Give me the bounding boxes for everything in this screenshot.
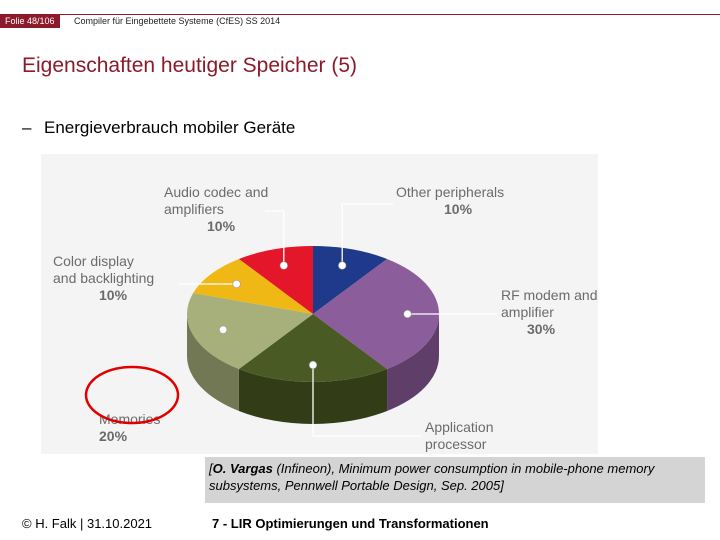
bullet-item: – Energieverbrauch mobiler Geräte (22, 118, 295, 138)
citation-box: [O. Vargas (Infineon), Minimum power con… (205, 457, 705, 503)
slice-label-0: Other peripherals (396, 184, 504, 200)
slice-label-5: Audio codec and (164, 184, 268, 200)
slice-value-5: 10% (207, 218, 236, 234)
slice-label-2: processor (425, 436, 487, 452)
pie-marker-2 (308, 360, 318, 370)
pie-slice-1 (313, 258, 439, 370)
pie-marker-3 (219, 325, 228, 334)
pie-slice-0 (313, 246, 388, 314)
slice-label-1: RF modem and (501, 287, 597, 303)
leader-line-2 (312, 365, 421, 437)
slide-number: Folie 48/106 (0, 14, 60, 28)
slice-label-1: amplifier (501, 304, 554, 320)
slice-value-3: 20% (99, 428, 128, 444)
leader-line-0 (341, 203, 393, 266)
pie-marker-4 (232, 279, 241, 289)
slice-label-2: Application (425, 419, 494, 435)
highlight-circle (84, 365, 180, 425)
citation-author: O. Vargas (212, 461, 273, 476)
slice-value-4: 10% (99, 287, 128, 303)
pie-side-1 (387, 314, 439, 412)
slice-label-5: amplifiers (164, 201, 224, 217)
pie-marker-1 (403, 309, 412, 319)
pie-side-3 (187, 314, 239, 412)
pie-marker-5 (279, 261, 288, 270)
pie-slice-3 (187, 292, 313, 370)
slice-value-1: 30% (527, 321, 556, 337)
bullet-dash: – (22, 118, 32, 137)
pie-slice-4 (193, 258, 313, 314)
footer-copyright: © H. Falk | 31.10.2021 (22, 516, 153, 531)
pie-marker-0 (338, 261, 347, 270)
citation-text: (Infineon), Minimum power consumption in… (209, 461, 655, 493)
course-title: Compiler für Eingebettete Systeme (CfES)… (74, 16, 281, 26)
slice-value-0: 10% (444, 201, 473, 217)
header-rule (0, 14, 720, 15)
bullet-text: Energieverbrauch mobiler Geräte (44, 118, 296, 137)
leader-line-5 (265, 210, 285, 266)
pie-chart: Other peripherals 10% RF modem and amplifie… (41, 154, 598, 454)
slice-label-4: and backlighting (53, 270, 154, 286)
slide-title: Eigenschaften heutiger Speicher (5) (22, 54, 358, 77)
footer-lecture-title: 7 - LIR Optimierungen und Transformation… (212, 516, 489, 531)
slice-label-4: Color display (53, 253, 134, 269)
pie-slice-5 (238, 246, 313, 314)
citation-open: [ (209, 461, 213, 476)
pie-slice-2 (238, 314, 388, 382)
